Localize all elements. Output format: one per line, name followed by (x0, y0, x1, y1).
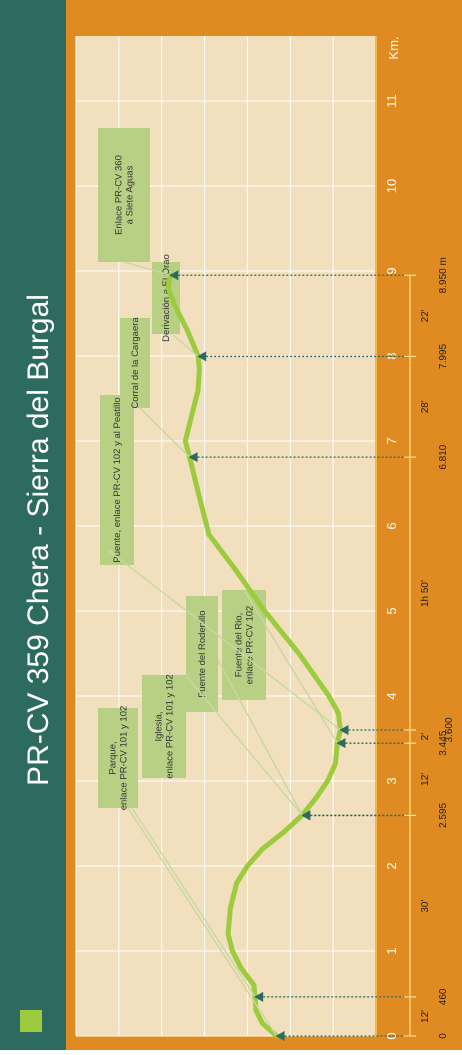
time-segment-label: 1h 50' (420, 580, 431, 607)
chart-title: PR-CV 359 Chera - Sierra del Burgal (22, 294, 55, 786)
legend-swatch (20, 1010, 42, 1032)
x-tick-label: 1 (384, 947, 399, 954)
x-tick-label: 3 (384, 777, 399, 784)
x-tick-label: 4 (384, 692, 399, 699)
time-segment-label: 30' (420, 900, 431, 913)
x-tick-label: 11 (384, 94, 399, 108)
time-segment-label: 12' (420, 773, 431, 786)
distance-label: 0 (438, 1033, 449, 1039)
x-tick-label: 7 (384, 437, 399, 444)
waypoint-label-text: Fuente del Rio, (234, 613, 245, 677)
distance-label: 460 (438, 988, 449, 1005)
distance-label: 8.950 m (438, 257, 449, 293)
x-tick-label: 2 (384, 862, 399, 869)
waypoint-label-text: enlace PR-CV 101 y 102 (165, 674, 176, 779)
time-segment-label: 28' (420, 400, 431, 413)
waypoint-label-text: Iglesia, (154, 711, 165, 741)
distance-label: 2.595 (438, 802, 449, 827)
waypoint-label-text: Parque, (108, 741, 119, 774)
time-segment-label: 2' (420, 733, 431, 741)
x-tick-label: 5 (384, 607, 399, 614)
time-segment-label: 12' (420, 1010, 431, 1023)
waypoint-label-text: enlace PR-CV 101 y 102 (119, 706, 130, 811)
x-axis-label: Km. (386, 36, 401, 59)
waypoint-label-text: Corral de la Cargaera (130, 317, 141, 409)
waypoint-label-text: a Siete Aguas (125, 165, 136, 224)
x-tick-label: 10 (384, 179, 399, 193)
waypoint-label-text: enlace PR-CV 102 (245, 606, 256, 685)
waypoint-label-text: Enlace PR-CV 360 (114, 155, 125, 235)
waypoint-label-text: Puente, enlace PR-CV 102 y al Peatillo (112, 397, 123, 562)
x-tick-label: 9 (384, 267, 399, 274)
distance-label: 7.995 (438, 343, 449, 368)
time-segment-label: 22' (420, 309, 431, 322)
x-tick-label: 6 (384, 522, 399, 529)
distance-label: 6.810 (438, 444, 449, 469)
distance-label: 3.600 (444, 717, 455, 742)
